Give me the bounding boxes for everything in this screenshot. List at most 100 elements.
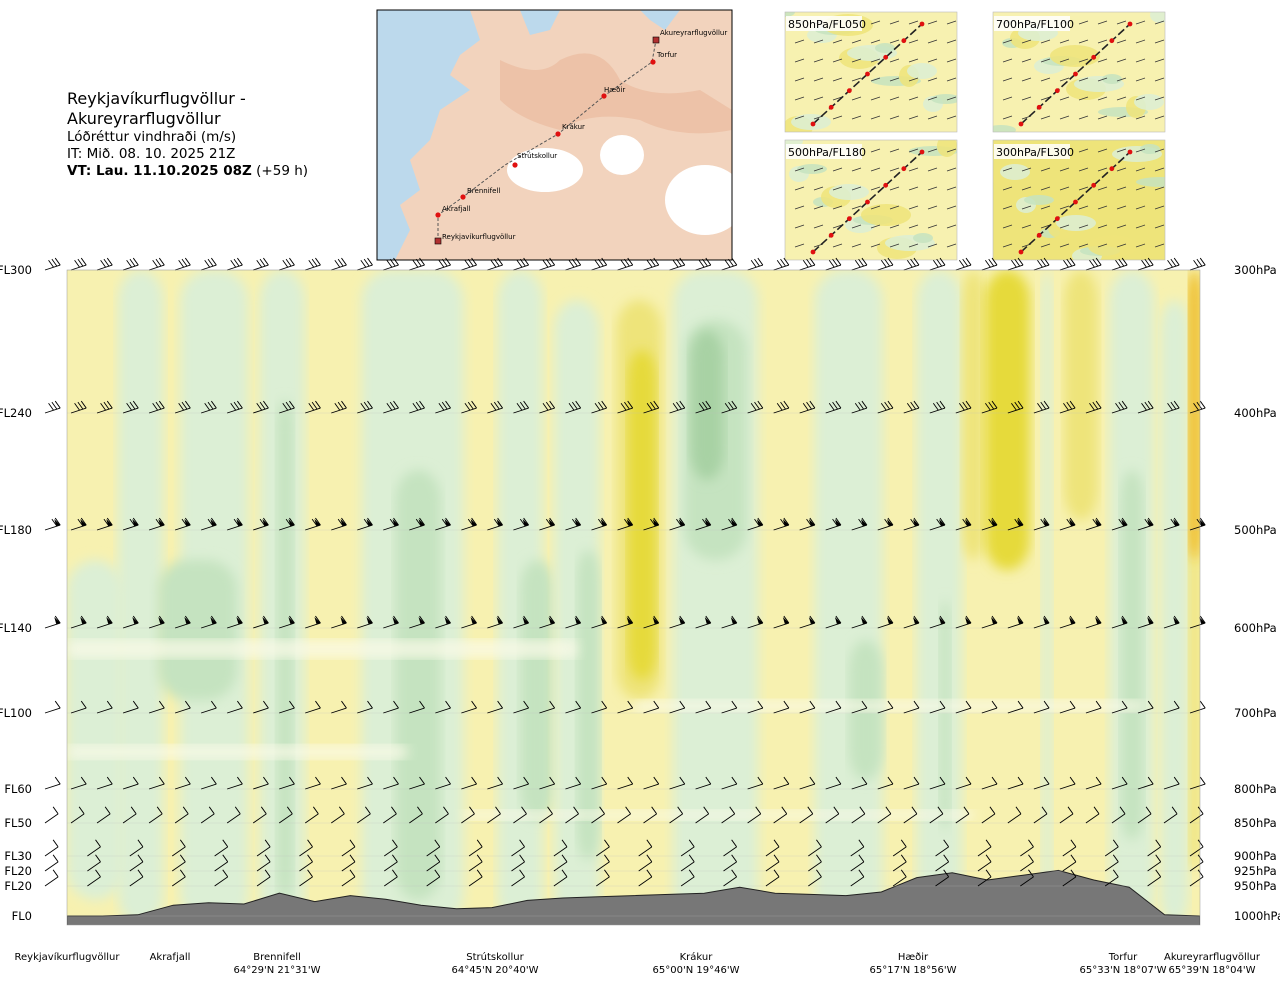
wind-barb xyxy=(1163,776,1180,790)
thumbnail-waypoint xyxy=(810,249,816,255)
wind-barb xyxy=(487,257,503,271)
wind-barb xyxy=(461,700,477,714)
wind-barb xyxy=(1137,700,1154,714)
wind-barb xyxy=(850,839,865,857)
wind-barb xyxy=(174,700,191,714)
wind-barb xyxy=(384,839,398,857)
thumbnail-barb xyxy=(1097,224,1108,229)
thumbnail-barb xyxy=(870,148,881,153)
wind-barb xyxy=(892,839,907,857)
near-zero-streak xyxy=(67,745,407,759)
wind-barb xyxy=(279,257,295,271)
wind-barb xyxy=(96,615,113,629)
thumbnail-4[interactable]: 300hPa/FL300 xyxy=(992,139,1186,264)
thumbnail-barb xyxy=(1154,39,1165,44)
wind-barb xyxy=(981,257,998,271)
wind-barb xyxy=(174,257,191,271)
wind-barb xyxy=(591,776,608,790)
thumbnail-barb xyxy=(1040,243,1051,248)
wind-barb xyxy=(487,806,501,824)
thumbnail-barb xyxy=(1021,224,1032,229)
thumbnail-barb xyxy=(1116,96,1127,101)
wind-barb xyxy=(357,257,373,271)
wind-barb xyxy=(553,854,568,872)
wind-barb xyxy=(721,257,738,271)
wind-barb xyxy=(331,615,347,629)
wind-barb xyxy=(723,854,737,872)
thumbnail-barb xyxy=(1154,77,1165,82)
thumbnail-3[interactable]: 500hPa/FL180 xyxy=(773,133,959,261)
wind-barb xyxy=(384,869,398,887)
wind-barb xyxy=(305,615,321,629)
wind-barb xyxy=(200,776,217,790)
fl-tick-label: FL30 xyxy=(4,849,32,863)
thumbnail-barb xyxy=(832,205,843,210)
thumbnail-barb xyxy=(1078,77,1089,82)
fl-tick-label: FL50 xyxy=(4,816,32,830)
wind-barb xyxy=(1163,700,1180,714)
thumbnail-barb xyxy=(1059,39,1070,44)
wind-barb xyxy=(1059,700,1076,714)
wind-barb xyxy=(721,776,738,790)
wind-barb xyxy=(773,776,790,790)
thumbnail-barb xyxy=(946,77,957,82)
wind-barb xyxy=(1111,400,1128,414)
wind-barb xyxy=(747,700,764,714)
thumbnail-barb xyxy=(870,77,881,82)
wind-barb xyxy=(591,615,608,629)
thumbnail-barb xyxy=(1002,186,1013,191)
wind-barb xyxy=(617,806,631,824)
wind-barb xyxy=(680,854,695,872)
wind-barb xyxy=(426,839,441,857)
thumbnail-barb xyxy=(813,167,824,172)
wind-barb xyxy=(435,776,451,790)
wind-barb xyxy=(299,854,313,872)
wind-barb xyxy=(981,400,998,414)
thumbnail-barb xyxy=(1135,77,1146,82)
wind-barb xyxy=(129,869,144,887)
wind-barb xyxy=(129,839,144,857)
wind-barb xyxy=(1137,806,1152,824)
thumbnail-barb xyxy=(1078,96,1089,101)
wind-barb xyxy=(680,839,695,857)
wind-barb xyxy=(279,400,295,414)
wind-barb xyxy=(253,700,269,714)
thumbnail-waypoint xyxy=(1127,149,1133,155)
wind-barb xyxy=(357,517,373,531)
wind-barb xyxy=(1163,806,1178,824)
thumbnail-barb xyxy=(946,39,957,44)
thumbnail-1[interactable]: 850hPa/FL050 xyxy=(775,7,961,138)
wind-barb xyxy=(1007,400,1024,414)
wind-barb xyxy=(409,700,425,714)
wind-barb xyxy=(638,854,653,872)
wind-barb xyxy=(903,776,920,790)
chart-header: Reykjavíkurflugvöllur - Akureyrarflugvöl… xyxy=(67,89,387,180)
thumbnail-waypoint xyxy=(883,54,889,60)
thumbnail-barb xyxy=(889,186,900,191)
thumbnail-barb xyxy=(889,224,900,229)
waypoint-axis: Reykjavíkurflugvöllur Akrafjall Brennifell… xyxy=(15,951,1261,976)
wind-barb xyxy=(279,776,295,790)
thumbnail-barb xyxy=(1154,224,1165,229)
thumbnail-barb xyxy=(1154,58,1165,63)
wind-barb xyxy=(617,615,634,629)
wind-barbs xyxy=(44,257,1206,887)
wind-barb xyxy=(87,869,101,887)
waypoint-label: Torfur xyxy=(1108,952,1138,963)
map-label-strutskollur: Strútskollur xyxy=(517,152,557,160)
wind-barb xyxy=(200,257,217,271)
wind-barb xyxy=(87,839,101,857)
thumbnail-barb xyxy=(1097,39,1108,44)
wind-barb xyxy=(747,257,764,271)
wind-barb xyxy=(765,839,780,857)
thumbnail-2[interactable]: 700hPa/FL100 xyxy=(986,7,1170,135)
wind-barb xyxy=(461,257,477,271)
wind-barb xyxy=(409,257,425,271)
wind-barb xyxy=(122,400,139,414)
thumbnail-barb xyxy=(1002,205,1013,210)
glacier-vatnajokull xyxy=(665,165,732,235)
wind-barb xyxy=(468,869,483,887)
wind-barb xyxy=(955,615,972,629)
thumbnail-barb xyxy=(889,243,900,248)
wind-barb xyxy=(643,517,660,531)
